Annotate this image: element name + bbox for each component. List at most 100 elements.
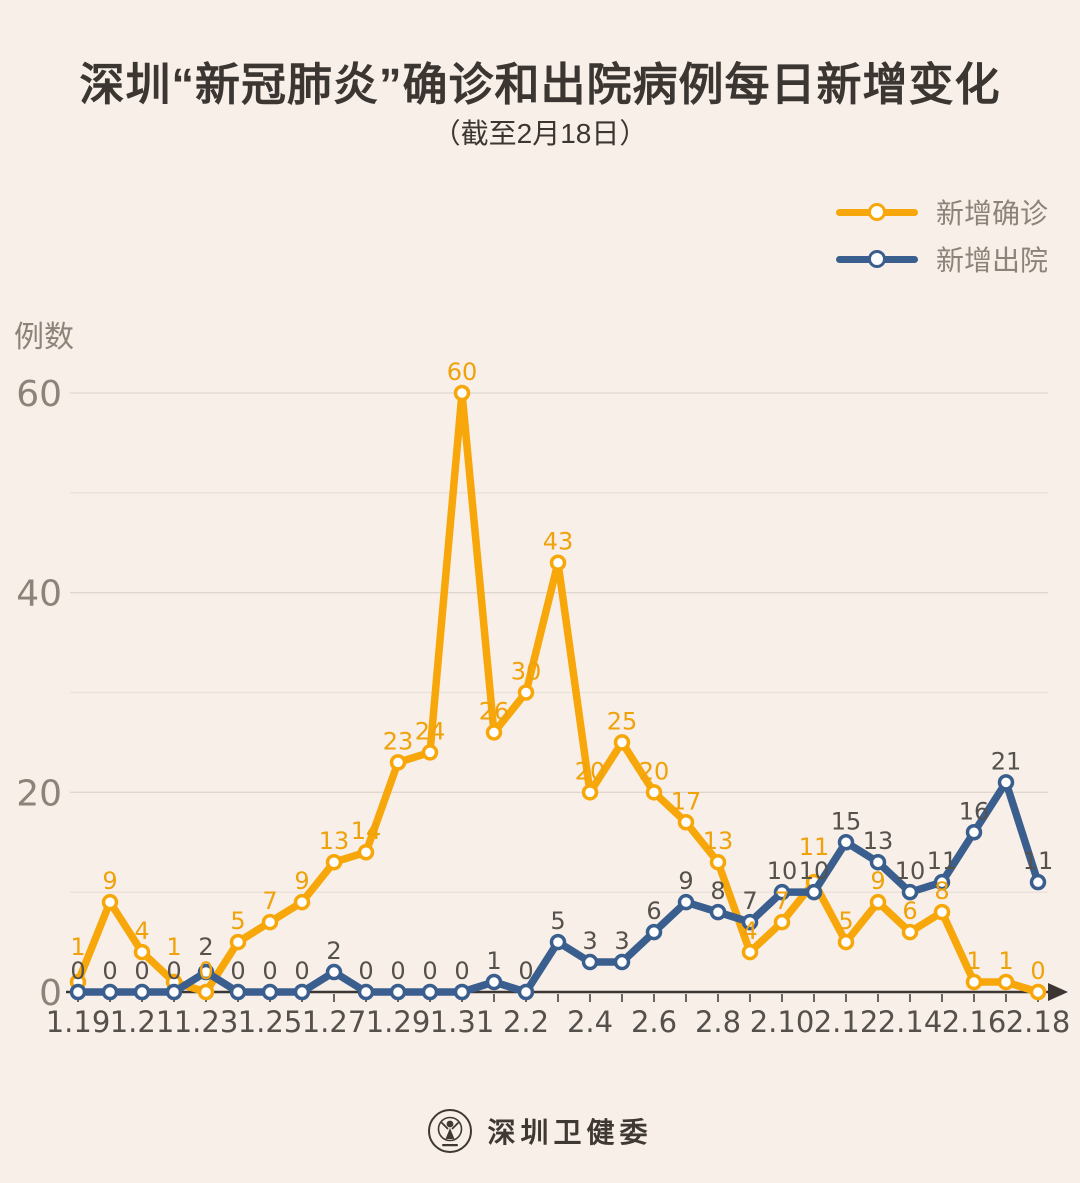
legend-line-confirmed xyxy=(836,202,918,221)
discharged-value-label: 11 xyxy=(1023,847,1054,875)
person-arms-icon xyxy=(441,1122,460,1130)
data-point-marker xyxy=(805,883,823,901)
x-tick-label: 2.2 xyxy=(503,1005,549,1039)
discharged-value-label: 21 xyxy=(991,747,1022,775)
confirmed-value-label: 17 xyxy=(671,787,702,815)
discharged-value-label: 0 xyxy=(70,957,85,985)
confirmed-value-label: 5 xyxy=(838,907,853,935)
data-point-marker xyxy=(741,943,759,961)
confirmed-value-label: 11 xyxy=(799,833,830,861)
confirmed-value-label: 43 xyxy=(543,528,574,556)
confirmed-value-label: 7 xyxy=(262,887,277,915)
confirmed-value-label: 13 xyxy=(703,827,734,855)
discharged-value-label: 11 xyxy=(927,847,958,875)
confirmed-value-label: 8 xyxy=(934,877,949,905)
x-tick-label: 1.23 xyxy=(174,1005,239,1039)
data-point-marker xyxy=(741,913,759,931)
discharged-value-label: 13 xyxy=(863,827,894,855)
confirmed-value-label: 13 xyxy=(319,827,350,855)
data-point-marker xyxy=(293,983,311,1001)
data-point-marker xyxy=(837,933,855,951)
discharged-value-label: 0 xyxy=(166,957,181,985)
x-tick-label: 1.27 xyxy=(302,1005,367,1039)
page-subtitle: （截至2月18日） xyxy=(432,118,648,149)
data-point-marker xyxy=(197,963,215,981)
discharged-value-label: 0 xyxy=(422,957,437,985)
data-point-marker xyxy=(357,983,375,1001)
discharged-value-label: 0 xyxy=(294,957,309,985)
x-tick-label: 2.14 xyxy=(878,1005,943,1039)
data-point-marker xyxy=(293,893,311,911)
legend-marker-icon xyxy=(868,249,886,268)
x-tick-label: 1.31 xyxy=(430,1005,495,1039)
x-tick-label: 2.12 xyxy=(814,1005,879,1039)
confirmed-value-label: 0 xyxy=(1030,957,1045,985)
footer: 深圳卫健委 xyxy=(0,1108,1080,1154)
data-point-marker xyxy=(453,384,471,402)
legend-item-confirmed: 新增确诊 xyxy=(836,192,1048,232)
data-point-marker xyxy=(101,983,119,1001)
confirmed-value-label: 9 xyxy=(870,867,885,895)
data-point-marker xyxy=(1029,983,1047,1001)
data-point-marker xyxy=(837,834,855,851)
discharged-value-label: 9 xyxy=(678,867,693,895)
discharged-value-label: 3 xyxy=(614,927,629,955)
x-tick-label: 2.6 xyxy=(631,1005,677,1039)
data-point-marker xyxy=(421,744,439,761)
discharged-value-label: 7 xyxy=(742,887,757,915)
data-point-marker xyxy=(325,963,343,981)
x-tick-label: 2.16 xyxy=(942,1005,1007,1039)
data-point-marker xyxy=(773,913,791,931)
confirmed-value-label: 20 xyxy=(575,757,606,785)
data-point-marker xyxy=(613,734,631,751)
page-title: 深圳“新冠肺炎”确诊和出院病例每日新增变化 xyxy=(79,59,1001,110)
data-point-marker xyxy=(485,724,503,741)
x-tick-label: 2.18 xyxy=(1006,1005,1071,1039)
data-point-marker xyxy=(549,554,567,571)
data-point-marker xyxy=(965,973,983,991)
confirmed-value-label: 1 xyxy=(998,947,1013,975)
legend-label-confirmed: 新增确诊 xyxy=(936,198,1049,229)
y-axis-title: 例数 xyxy=(14,321,74,354)
confirmed-value-label: 24 xyxy=(415,717,446,745)
confirmed-value-label: 14 xyxy=(351,817,382,845)
discharged-value-label: 6 xyxy=(646,897,661,925)
x-axis-arrow-icon xyxy=(1048,983,1068,1001)
y-tick-label: 40 xyxy=(16,574,62,615)
data-point-marker xyxy=(901,883,919,901)
discharged-value-label: 0 xyxy=(454,957,469,985)
confirmed-value-label: 1 xyxy=(166,933,181,961)
x-tick-label: 1.25 xyxy=(238,1005,303,1039)
data-point-marker xyxy=(709,903,727,921)
confirmed-value-label: 1 xyxy=(70,933,85,961)
confirmed-value-label: 30 xyxy=(511,658,542,686)
discharged-value-label: 0 xyxy=(358,957,373,985)
data-point-marker xyxy=(645,784,663,801)
discharged-value-label: 0 xyxy=(134,957,149,985)
confirmed-value-label: 25 xyxy=(607,707,638,735)
discharged-value-label: 0 xyxy=(262,957,277,985)
x-tick-label: 2.8 xyxy=(695,1005,741,1039)
y-tick-label: 20 xyxy=(16,773,62,814)
confirmed-value-label: 20 xyxy=(639,757,670,785)
data-point-marker xyxy=(325,853,343,871)
chart-legend: 新增确诊 新增出院 xyxy=(836,192,1048,286)
confirmed-value-label: 7 xyxy=(774,887,789,915)
y-tick-label: 60 xyxy=(16,374,62,415)
data-point-marker xyxy=(517,983,535,1001)
data-point-marker xyxy=(1029,873,1047,891)
data-point-marker xyxy=(677,893,695,911)
data-point-marker xyxy=(869,853,887,871)
x-tick-label: 2.4 xyxy=(567,1005,613,1039)
x-tick-label: 1.29 xyxy=(366,1005,431,1039)
discharged-value-label: 15 xyxy=(831,807,862,835)
discharged-value-label: 3 xyxy=(582,927,597,955)
data-point-marker xyxy=(773,883,791,901)
legend-line-discharged xyxy=(836,249,918,268)
data-point-marker xyxy=(261,913,279,931)
discharged-value-label: 16 xyxy=(959,797,990,825)
data-point-marker xyxy=(101,893,119,911)
discharged-value-label: 10 xyxy=(799,857,830,885)
discharged-value-label: 5 xyxy=(550,907,565,935)
